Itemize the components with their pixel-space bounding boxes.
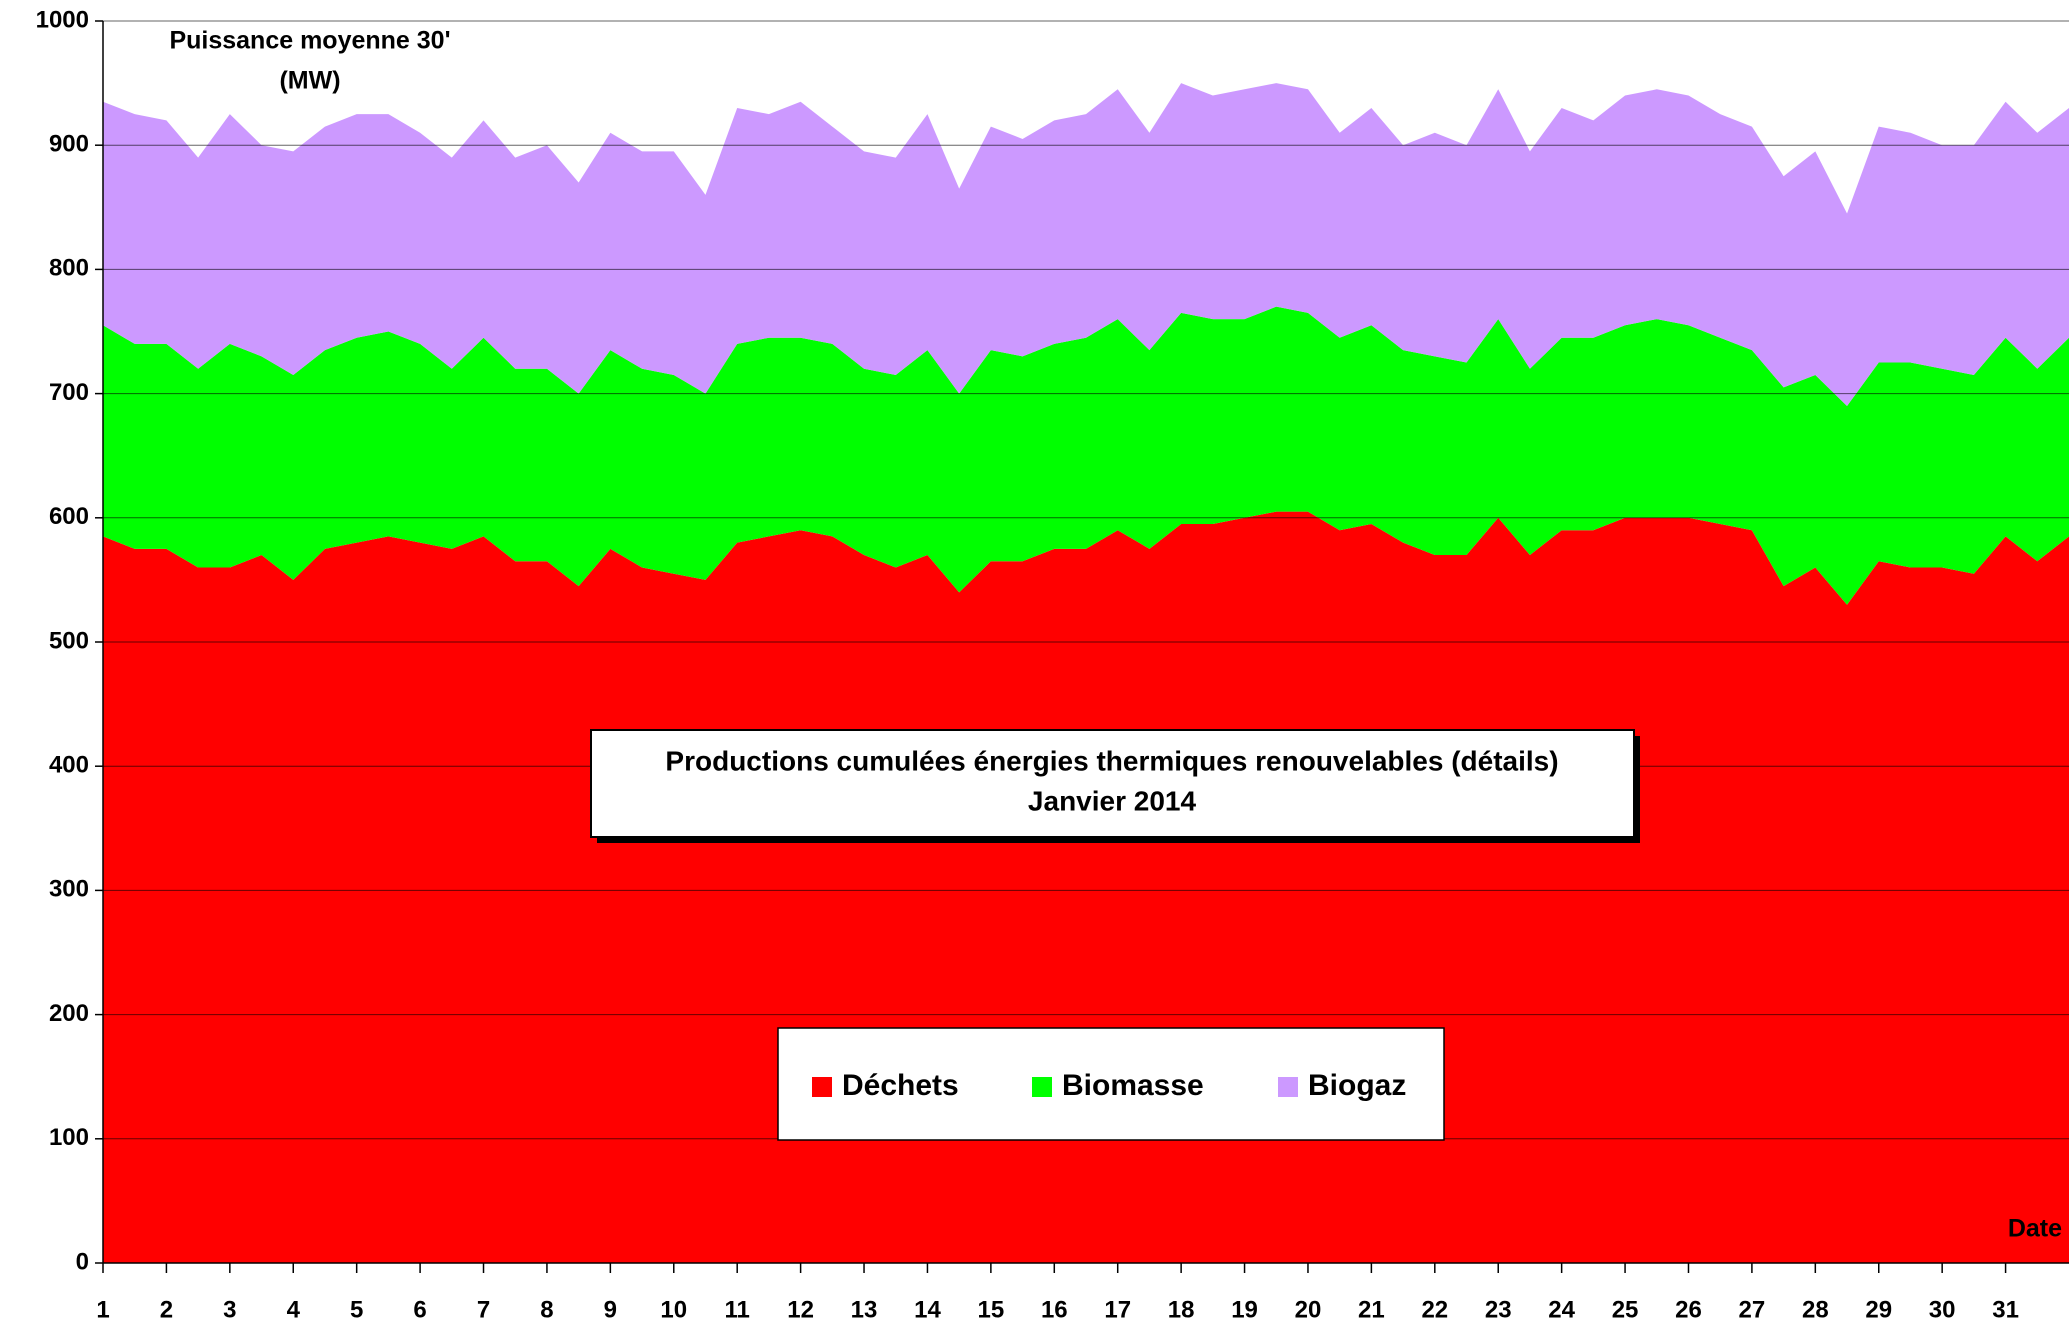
x-tick-label: 23 [1485, 1296, 1512, 1323]
y-tick-label: 500 [49, 627, 89, 654]
x-tick-label: 17 [1104, 1296, 1131, 1323]
y-tick-label: 200 [49, 1000, 89, 1027]
legend-label: Déchets [842, 1069, 959, 1102]
x-tick-label: 20 [1295, 1296, 1322, 1323]
areas [103, 83, 2069, 1264]
x-tick-label: 15 [978, 1296, 1005, 1323]
chart-title: Productions cumulées énergies thermiques… [665, 745, 1558, 776]
x-tick-label: 27 [1739, 1296, 1766, 1323]
x-tick-label: 31 [1992, 1296, 2019, 1323]
y-tick-label: 800 [49, 255, 89, 282]
x-tick-label: 5 [350, 1296, 363, 1323]
y-tick-label: 600 [49, 503, 89, 530]
x-tick-label: 3 [223, 1296, 236, 1323]
x-tick-label: 2 [160, 1296, 173, 1323]
area [103, 306, 2069, 605]
x-tick-label: 24 [1548, 1296, 1575, 1323]
legend-box [777, 1027, 1445, 1141]
legend-swatch [1032, 1077, 1052, 1097]
legend-swatch [1278, 1077, 1298, 1097]
x-axis-label: Date [2008, 1215, 2062, 1243]
y-tick-label: 1000 [36, 6, 89, 33]
x-tick-label: 19 [1231, 1296, 1258, 1323]
y-tick-label: 700 [49, 379, 89, 406]
x-tick-label: 4 [287, 1296, 301, 1323]
x-tick-label: 10 [660, 1296, 687, 1323]
x-tick-label: 8 [540, 1296, 553, 1323]
title-box [590, 729, 1635, 838]
x-tick-label: 16 [1041, 1296, 1068, 1323]
x-tick-label: 28 [1802, 1296, 1829, 1323]
x-tick-label: 12 [787, 1296, 814, 1323]
x-tick-label: 11 [725, 1296, 750, 1323]
x-tick-label: 30 [1929, 1296, 1956, 1323]
legend: Déchets Biomasse Biogaz [812, 1069, 1406, 1102]
x-tick-label: 6 [413, 1296, 426, 1323]
x-tick-label: 13 [851, 1296, 878, 1323]
x-tick-label: 7 [477, 1296, 490, 1323]
y-tick-label: 100 [49, 1124, 89, 1151]
x-tick-label: 25 [1612, 1296, 1639, 1323]
x-tick-label: 22 [1421, 1296, 1448, 1323]
y-axis-label: Puissance moyenne 30' [169, 27, 450, 55]
y-tick-label: 400 [49, 752, 89, 779]
x-tick-label: 29 [1865, 1296, 1892, 1323]
y-tick-label: 300 [49, 876, 89, 903]
x-tick-label: 9 [604, 1296, 617, 1323]
y-tick-label: 0 [76, 1248, 89, 1275]
x-tick-label: 26 [1675, 1296, 1702, 1323]
x-tick-label: 18 [1168, 1296, 1195, 1323]
chart-subtitle: Janvier 2014 [1028, 785, 1197, 816]
area [103, 83, 2069, 407]
y-axis-label: (MW) [279, 67, 340, 95]
area [103, 511, 2069, 1264]
x-tick-label: 14 [914, 1296, 941, 1323]
y-tick-label: 900 [49, 131, 89, 158]
legend-swatch [812, 1077, 832, 1097]
legend-label: Biomasse [1062, 1069, 1204, 1102]
x-tick-label: 1 [96, 1296, 109, 1323]
legend-label: Biogaz [1308, 1069, 1406, 1102]
x-tick-label: 21 [1358, 1296, 1385, 1323]
